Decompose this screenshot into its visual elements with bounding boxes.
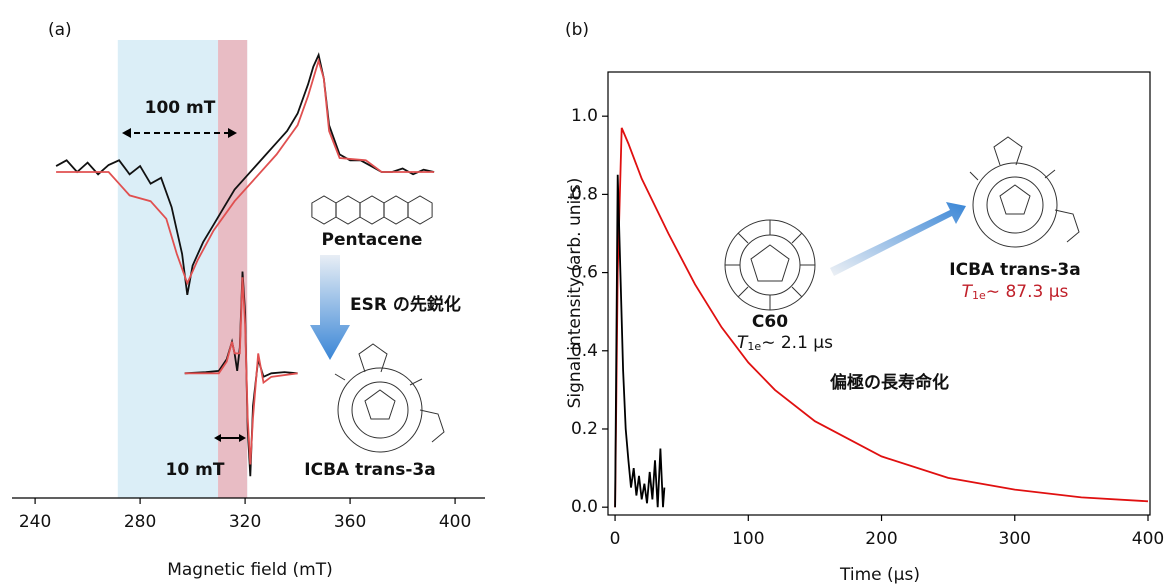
annotation: ICBA trans-3a — [949, 260, 1080, 280]
pentacene-structure — [311, 195, 433, 225]
y-tick-label: 0.4 — [571, 341, 598, 361]
x-tick-label: 300 — [999, 529, 1031, 549]
arrow — [310, 255, 350, 360]
ring — [335, 195, 361, 225]
annotation: C60 — [752, 312, 788, 332]
y-tick-label: 0.0 — [571, 497, 598, 517]
x-tick-label: 360 — [334, 512, 366, 532]
annotation: ICBA trans-3a — [304, 460, 435, 480]
x-tick-label: 200 — [865, 529, 897, 549]
y-tick-label: 0.2 — [571, 419, 598, 439]
plot-frame — [607, 71, 1151, 516]
shaded-region — [218, 40, 248, 498]
arrow — [830, 202, 966, 276]
annotation: 100 mT — [145, 98, 216, 118]
y-tick-label: 1.0 — [571, 106, 598, 126]
annotation: T1e∼ 87.3 μs — [962, 282, 1069, 302]
ring — [383, 195, 409, 225]
c60-structure — [724, 219, 816, 311]
x-tick-label: 400 — [1132, 529, 1164, 549]
panel-label: (a) — [48, 20, 72, 40]
x-tick-label: 240 — [19, 512, 51, 532]
data-line — [184, 277, 298, 465]
data-line — [614, 127, 1149, 508]
ring — [407, 195, 433, 225]
annotation: T1e∼ 2.1 μs — [737, 333, 833, 353]
x-axis-title: Time (μs) — [839, 565, 920, 585]
y-tick-label: 0.8 — [571, 184, 598, 204]
annotation: Pentacene — [322, 230, 423, 250]
x-tick-label: 100 — [732, 529, 764, 549]
shaded-layer — [117, 40, 248, 498]
ring — [359, 195, 385, 225]
y-tick-label: 0.6 — [571, 263, 598, 283]
annotation: ESR の先鋭化 — [350, 294, 461, 315]
x-tick-label: 280 — [124, 512, 156, 532]
icba-structure — [969, 136, 1080, 248]
icba-structure — [334, 343, 445, 453]
data-line — [614, 174, 666, 508]
x-axis-title: Magnetic field (mT) — [167, 560, 333, 580]
annotation: 10 mT — [166, 460, 225, 480]
x-tick-label: 0 — [610, 529, 621, 549]
y-axis-title: Signal intensity (arb. units) — [565, 178, 585, 409]
x-tick-label: 400 — [439, 512, 471, 532]
arrow-head — [214, 434, 246, 442]
data-line — [55, 52, 435, 296]
x-tick-label: 320 — [229, 512, 261, 532]
data-line — [56, 57, 435, 286]
panel-label: (b) — [565, 20, 589, 40]
annotation: 偏極の長寿命化 — [830, 372, 949, 393]
ring — [311, 195, 337, 225]
